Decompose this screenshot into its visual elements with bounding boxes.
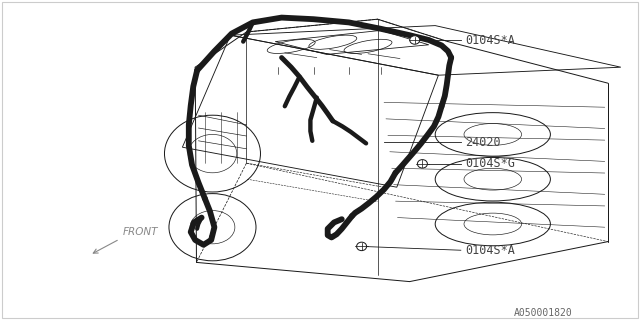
Ellipse shape (417, 160, 428, 168)
FancyArrowPatch shape (93, 240, 117, 253)
Text: 0104S*A: 0104S*A (465, 244, 515, 257)
Text: 0104S*G: 0104S*G (465, 157, 515, 170)
Text: FRONT: FRONT (123, 227, 158, 237)
Ellipse shape (356, 242, 367, 251)
Ellipse shape (410, 36, 420, 44)
Text: A050001820: A050001820 (514, 308, 573, 318)
Text: 24020: 24020 (465, 136, 500, 149)
Text: 0104S*A: 0104S*A (465, 34, 515, 46)
